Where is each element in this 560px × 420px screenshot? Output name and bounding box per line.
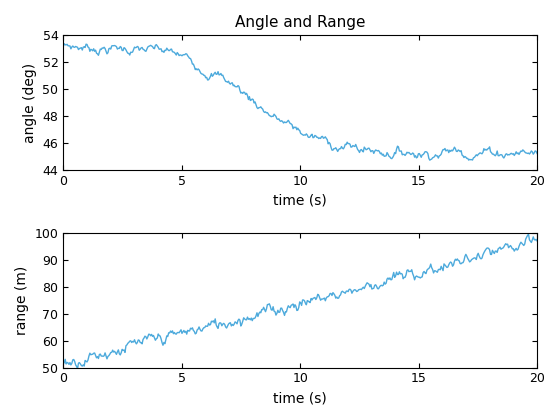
Title: Angle and Range: Angle and Range (235, 15, 366, 30)
X-axis label: time (s): time (s) (273, 391, 327, 405)
Y-axis label: angle (deg): angle (deg) (23, 63, 37, 143)
Y-axis label: range (m): range (m) (15, 266, 29, 335)
X-axis label: time (s): time (s) (273, 193, 327, 207)
